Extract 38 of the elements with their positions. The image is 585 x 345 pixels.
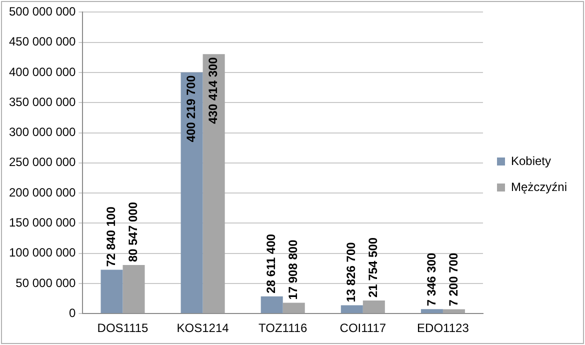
data-label: 17 908 800 xyxy=(286,239,300,300)
data-label: 72 840 100 xyxy=(104,206,118,267)
x-tick-label: KOS1214 xyxy=(176,321,230,336)
bar xyxy=(260,296,283,314)
data-label: 80 547 000 xyxy=(126,202,140,262)
y-tick-label: 150 000 000 xyxy=(9,215,76,230)
bar xyxy=(122,265,145,314)
x-tick-label: COI1117 xyxy=(340,321,386,336)
y-tick-label: 0 xyxy=(69,306,76,320)
bar xyxy=(180,72,203,314)
y-tick-label: 50 000 000 xyxy=(16,276,76,290)
bar xyxy=(100,270,123,314)
bar xyxy=(362,300,385,314)
bar xyxy=(202,54,225,314)
y-tick-label: 250 000 000 xyxy=(9,155,76,170)
x-tick-label: TOZ1116 xyxy=(258,321,308,336)
bar xyxy=(282,302,305,314)
legend-label: Mężczyźni xyxy=(510,180,568,194)
x-tick-label: DOS1115 xyxy=(97,321,149,336)
y-tick-label: 200 000 000 xyxy=(9,185,76,200)
y-tick-label: 300 000 000 xyxy=(9,125,76,140)
data-label: 28 611 400 xyxy=(264,234,278,294)
data-label: 13 826 700 xyxy=(344,242,358,302)
x-tick-label: EDO1123 xyxy=(417,321,470,336)
y-tick-label: 500 000 000 xyxy=(9,4,76,19)
bar xyxy=(340,305,363,314)
y-tick-label: 450 000 000 xyxy=(9,34,76,49)
y-tick-label: 100 000 000 xyxy=(9,246,76,260)
data-label: 7 200 700 xyxy=(446,252,460,306)
bar xyxy=(420,309,443,314)
y-tick-label: 400 000 000 xyxy=(9,64,76,79)
data-label: 7 346 300 xyxy=(424,252,438,306)
data-label: 430 414 300 xyxy=(206,56,220,124)
y-tick-label: 350 000 000 xyxy=(9,94,76,109)
legend-label: Kobiety xyxy=(510,154,552,168)
bar xyxy=(442,309,465,314)
data-label: 21 754 500 xyxy=(366,237,380,298)
data-label: 400 219 700 xyxy=(184,75,198,142)
